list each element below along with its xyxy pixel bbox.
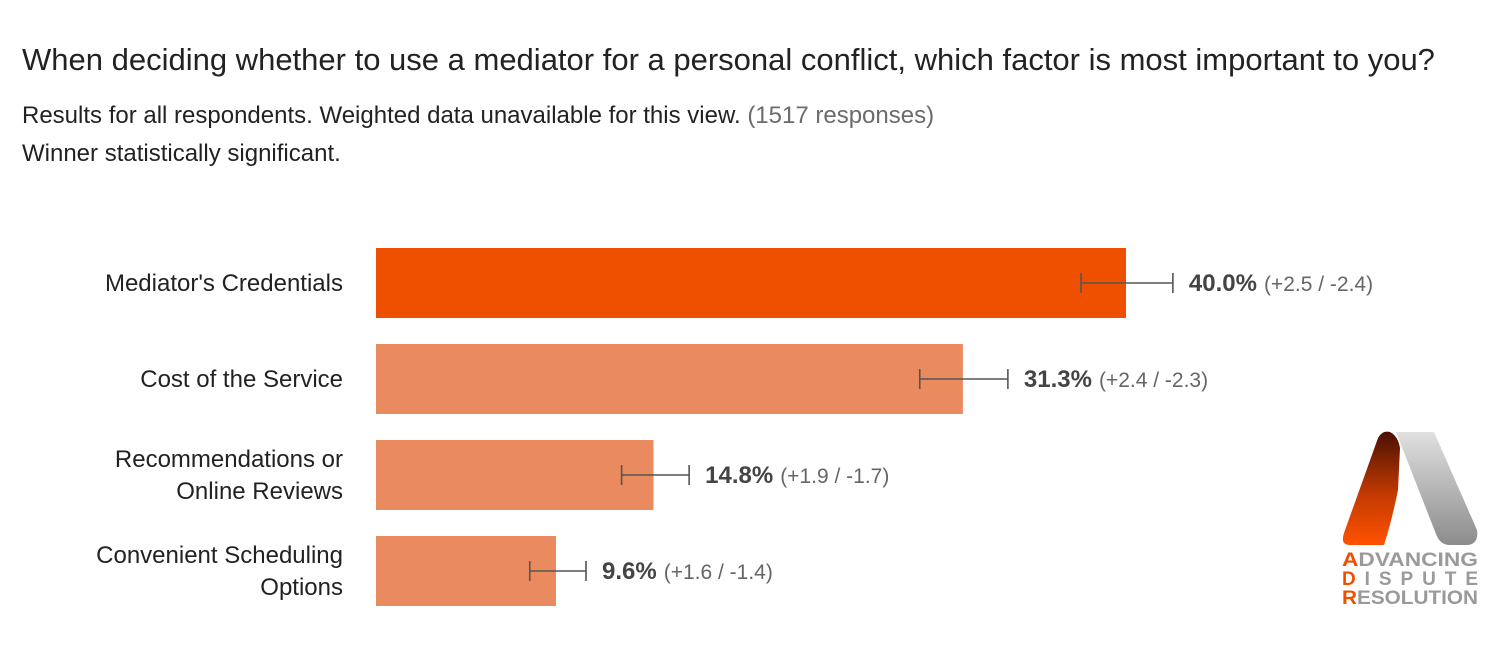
chart-title: When deciding whether to use a mediator … — [22, 42, 1435, 77]
value-label: 9.6% — [602, 558, 657, 585]
logo-line-3: RESOLUTION — [1342, 588, 1478, 609]
response-count: (1517 responses) — [747, 102, 935, 129]
significance-note: Winner statistically significant. — [22, 140, 341, 167]
advancing-dispute-resolution-logo: A DVANCING D ISPUTE RESOLUTION — [1342, 431, 1478, 609]
bar — [376, 536, 556, 606]
error-label: (+2.5 / -2.4) — [1264, 273, 1373, 296]
category-label: Cost of the Service — [140, 366, 343, 393]
category-label: Options — [260, 574, 343, 601]
value-label: 40.0% — [1189, 270, 1257, 297]
bar — [376, 344, 963, 414]
error-label: (+1.6 / -1.4) — [664, 561, 773, 584]
value-label: 14.8% — [705, 462, 773, 489]
bar — [376, 440, 654, 510]
logo-line-1: A DVANCING — [1342, 550, 1478, 571]
subtitle-text: Results for all respondents. Weighted da… — [22, 102, 741, 129]
error-label: (+2.4 / -2.3) — [1099, 369, 1208, 392]
value-label: 31.3% — [1024, 366, 1092, 393]
bar — [376, 248, 1126, 318]
category-label: Mediator's Credentials — [105, 270, 343, 297]
logo-gray-stroke — [1396, 432, 1478, 545]
logo-orange-stroke — [1342, 431, 1400, 545]
chart-subtitle: Results for all respondents. Weighted da… — [22, 102, 934, 130]
logo-line-2: D ISPUTE — [1342, 569, 1478, 590]
category-label: Recommendations or — [115, 446, 343, 473]
category-label: Online Reviews — [176, 478, 343, 505]
error-label: (+1.9 / -1.7) — [780, 465, 889, 488]
category-label: Convenient Scheduling — [96, 542, 343, 569]
